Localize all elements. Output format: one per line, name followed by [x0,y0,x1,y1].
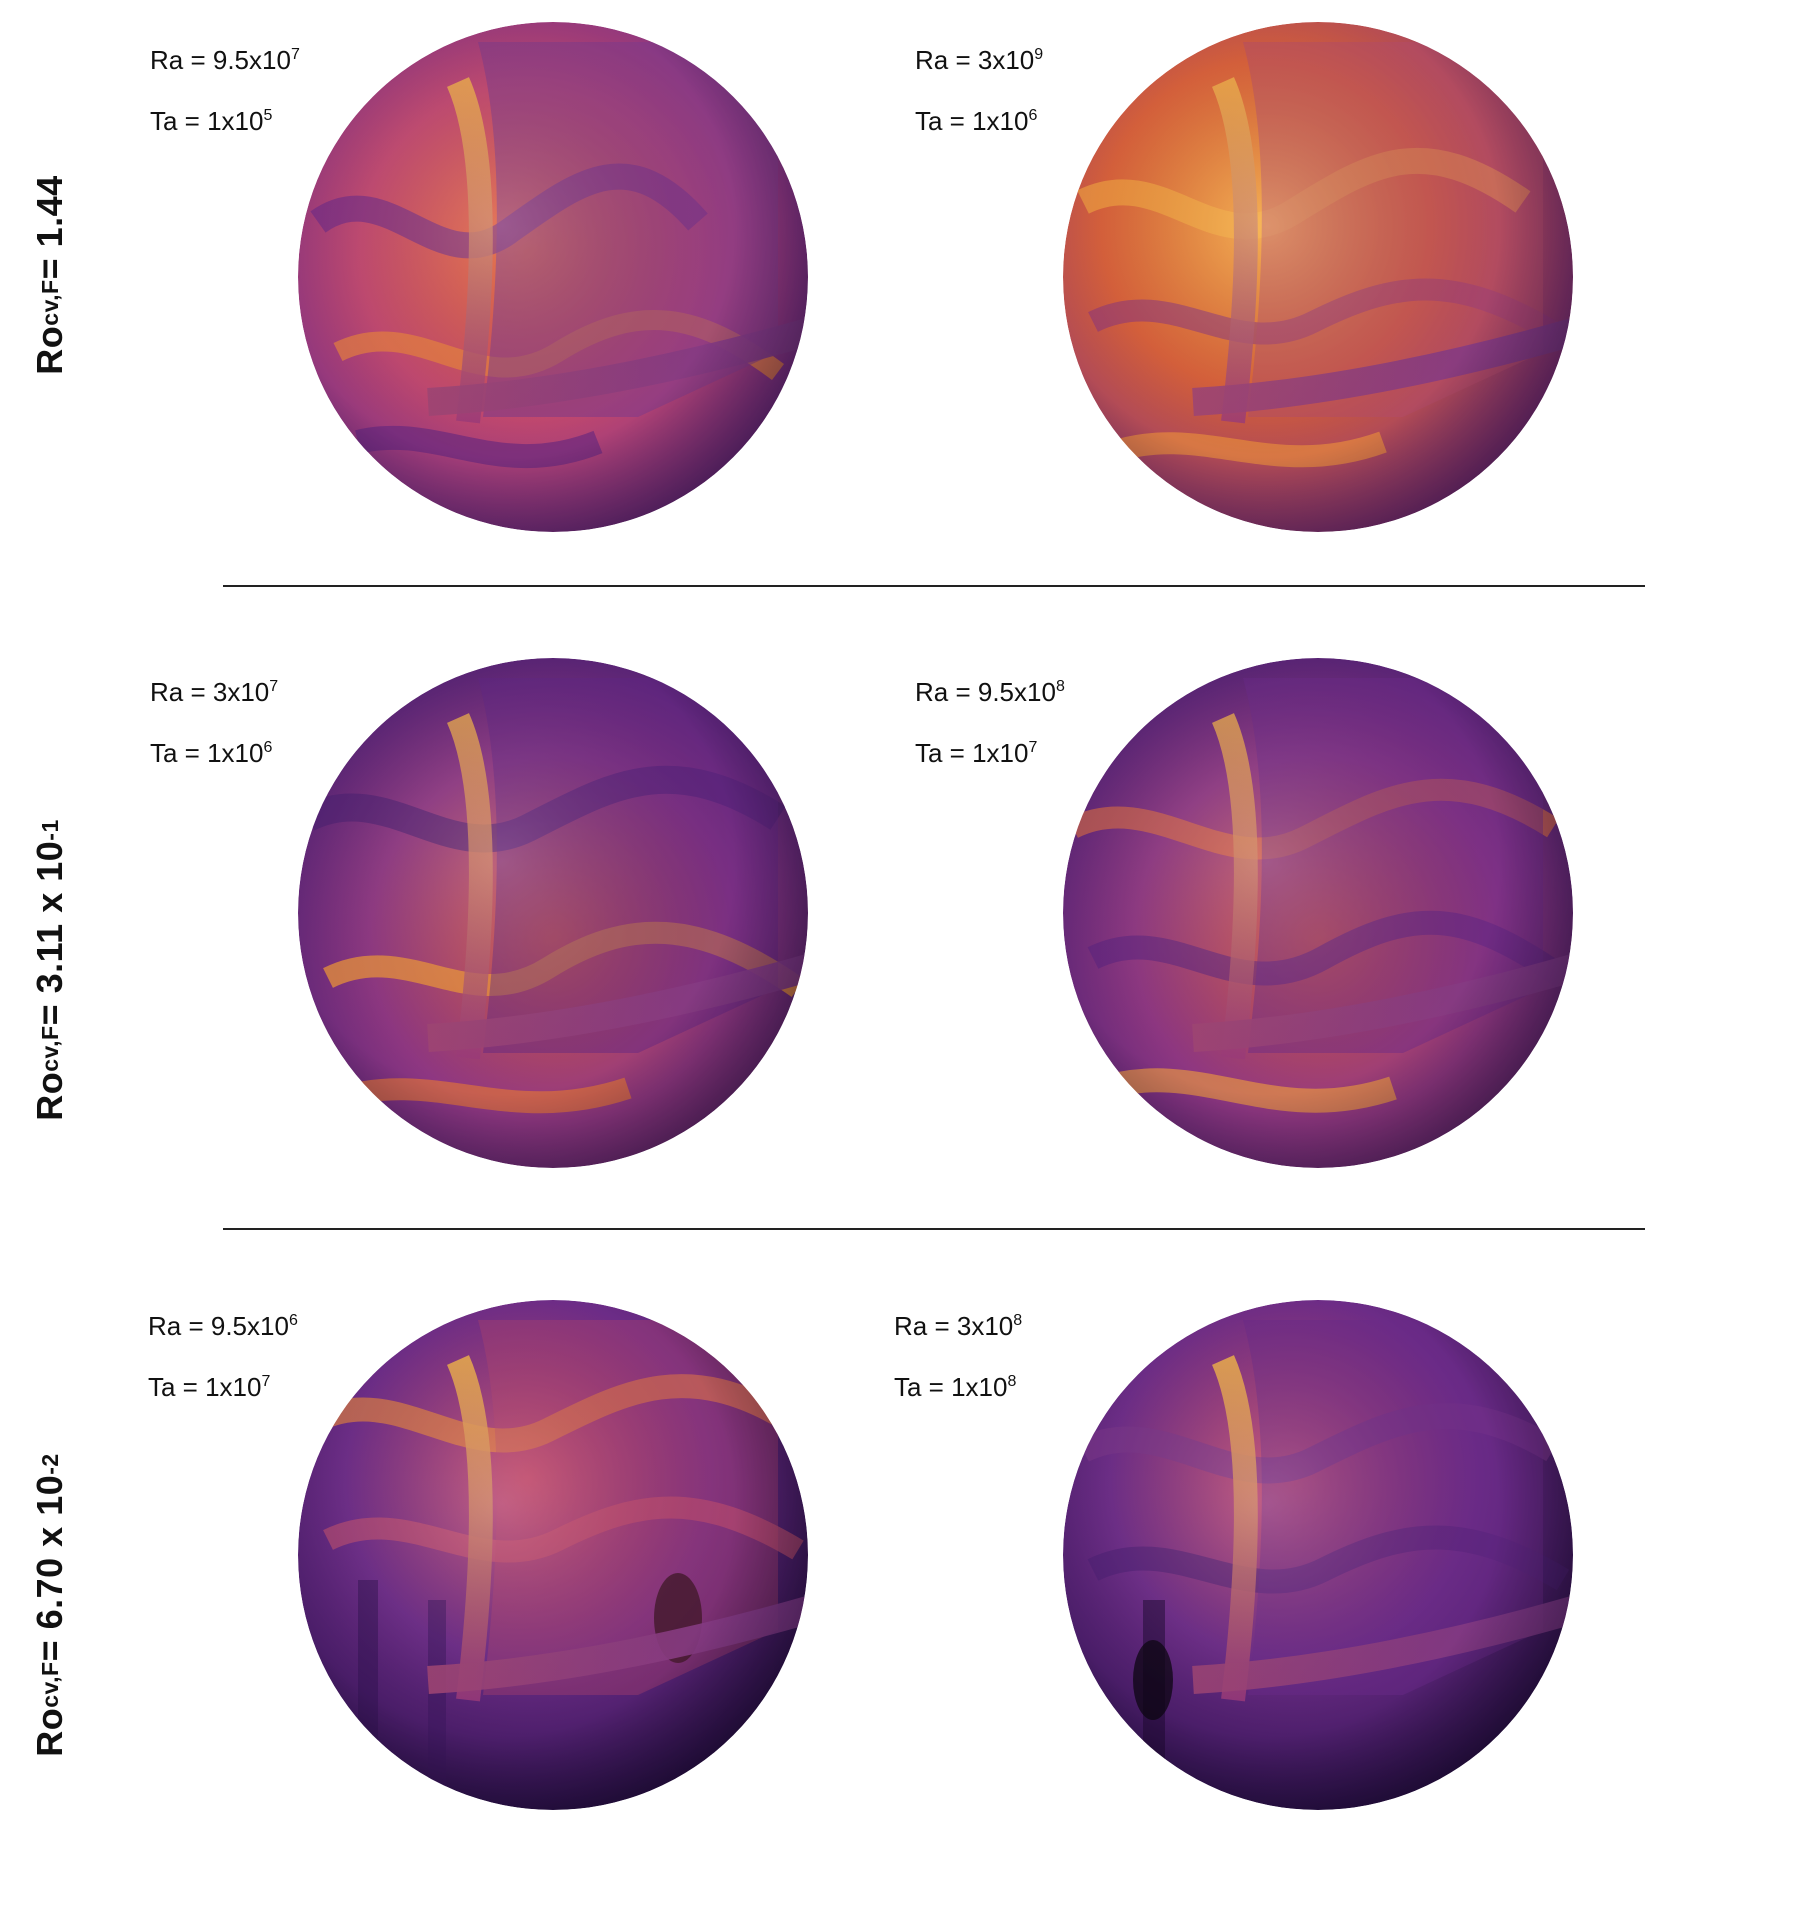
ra-label-r1c1: Ra = 9.5x107 [150,40,300,75]
row-label-2-exp: -1 [36,819,63,841]
row-label-3-exp: -2 [36,1453,63,1475]
row-label-1-value: = 1.44 [29,175,70,280]
ta-label-r2c1: Ta = 1x106 [150,733,272,768]
ra-exponent: 9 [1034,46,1044,63]
row-label-1-base: Ro [29,325,70,375]
ta-exponent: 7 [261,1373,271,1390]
ra-exponent: 7 [269,678,279,695]
sphere-graphic [298,22,808,532]
row-label-2-value: = 3.11 x 10 [29,840,70,1026]
ta-text: Ta = 1x10 [915,738,1029,768]
ta-exponent: 5 [263,107,273,124]
ra-label-r2c1: Ra = 3x107 [150,672,278,707]
ra-exponent: 8 [1055,678,1065,695]
ta-exponent: 8 [1007,1373,1017,1390]
row-label-2-base: Ro [29,1071,70,1121]
sphere-r3c2 [1063,1300,1573,1810]
ta-label-r1c1: Ta = 1x105 [150,101,272,136]
row-divider-2 [223,1228,1645,1230]
sphere-graphic [1063,22,1573,532]
ta-label-r1c2: Ta = 1x106 [915,101,1037,136]
ra-text: Ra = 9.5x10 [915,677,1056,707]
ra-exponent: 6 [288,1312,298,1329]
row-label-2: Ro cv,F = 3.11 x 10 -1 [20,660,80,1280]
row-label-3-base: Ro [29,1707,70,1757]
ta-label-r2c2: Ta = 1x107 [915,733,1037,768]
ra-label-r2c2: Ra = 9.5x108 [915,672,1065,707]
ra-label-r1c2: Ra = 3x109 [915,40,1043,75]
ta-text: Ta = 1x10 [894,1372,1008,1402]
sphere-graphic [1063,1300,1573,1810]
sphere-graphic [1063,658,1573,1168]
row-label-3: Ro cv,F = 6.70 x 10 -2 [20,1295,80,1915]
sphere-graphic [298,658,808,1168]
ta-text: Ta = 1x10 [915,106,1029,136]
row-label-3-value: = 6.70 x 10 [29,1474,70,1662]
ra-text: Ra = 3x10 [915,45,1035,75]
ra-label-r3c1: Ra = 9.5x106 [148,1306,298,1341]
ta-label-r3c2: Ta = 1x108 [894,1367,1016,1402]
ta-exponent: 6 [263,739,273,756]
row-label-1-sub: cv,F [36,279,63,326]
ta-exponent: 6 [1028,107,1038,124]
row-divider-1 [223,585,1645,587]
sphere-graphic [298,1300,808,1810]
row-label-2-sub: cv,F [36,1025,63,1072]
ra-text: Ra = 3x10 [150,677,270,707]
ra-label-r3c2: Ra = 3x108 [894,1306,1022,1341]
sphere-r1c1 [298,22,808,532]
sphere-r3c1 [298,1300,808,1810]
sphere-r1c2 [1063,22,1573,532]
sphere-r2c1 [298,658,808,1168]
ta-text: Ta = 1x10 [150,738,264,768]
ta-text: Ta = 1x10 [150,106,264,136]
ra-exponent: 8 [1013,1312,1023,1329]
ta-exponent: 7 [1028,739,1038,756]
row-label-3-sub: cv,F [36,1661,63,1708]
row-label-1: Ro cv,F = 1.44 [20,0,80,585]
ra-exponent: 7 [290,46,300,63]
sphere-r2c2 [1063,658,1573,1168]
ra-text: Ra = 3x10 [894,1311,1014,1341]
ra-text: Ra = 9.5x10 [148,1311,289,1341]
ta-text: Ta = 1x10 [148,1372,262,1402]
ra-text: Ra = 9.5x10 [150,45,291,75]
ta-label-r3c1: Ta = 1x107 [148,1367,270,1402]
